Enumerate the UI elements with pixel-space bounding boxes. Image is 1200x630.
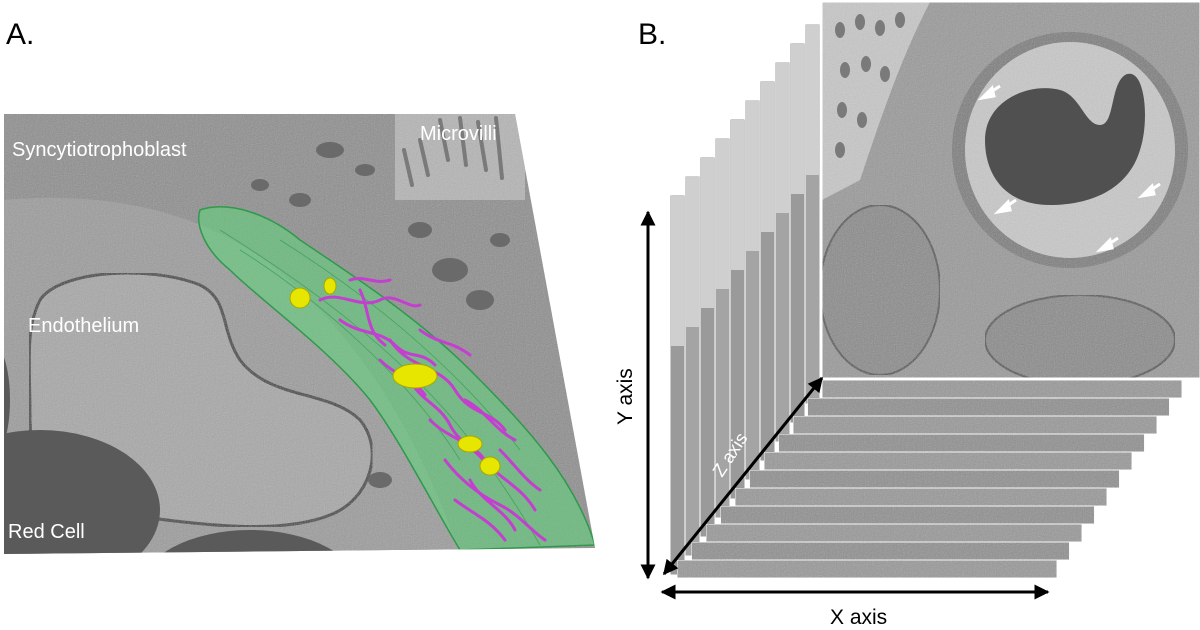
stack-slice-horizontal [720, 505, 1095, 525]
label-syncytiotrophoblast: Syncytiotrophoblast [12, 139, 187, 161]
stack-slice-horizontal [691, 541, 1070, 561]
stack-slice-tint [701, 158, 714, 308]
stack-slice-tint [776, 63, 789, 213]
stack-slice-horizontal [792, 415, 1158, 435]
stack-slice-tint [746, 101, 759, 251]
stack-slice-horizontal [778, 433, 1145, 453]
label-microvilli: Microvilli [420, 123, 497, 145]
stack-slices [669, 23, 821, 576]
label-red-cell: Red Cell [8, 521, 85, 543]
x-axis-label: X axis [830, 606, 887, 629]
stack-slice-tint [671, 196, 684, 346]
stack-slice-horizontal [763, 451, 1133, 471]
panel-a-em-image [4, 114, 595, 554]
red-cell-section [985, 73, 1145, 206]
stack-slice-horizontal [807, 397, 1170, 417]
panel-a-em-reconstruction: A. [4, 18, 595, 554]
panel-a-letter: A. [6, 18, 34, 51]
panel-b-letter: B. [638, 18, 666, 51]
y-axis-label: Y axis [614, 368, 637, 425]
panel-b-image-stack: B. [614, 1, 1200, 629]
stack-slice-tint [716, 139, 729, 289]
z-axis-arrow [662, 376, 824, 576]
red-cell [4, 430, 160, 554]
stack-slice-horizontal [676, 559, 1058, 579]
stack-slice-horizontal [734, 487, 1108, 507]
label-endothelium: Endothelium [28, 315, 139, 337]
stack-slice-tint [791, 44, 804, 194]
stack-slice-horizontal [749, 469, 1120, 489]
vesicles [289, 277, 501, 476]
stack-slice-tint [731, 120, 744, 270]
stack-slice-tint [686, 177, 699, 327]
stack-slice-tint [761, 82, 774, 232]
stack-slice-tint [806, 25, 819, 175]
stack-slice-horizontal [821, 379, 1183, 399]
stack-slice-horizontal [705, 523, 1083, 543]
front-slice-em [822, 2, 1200, 378]
